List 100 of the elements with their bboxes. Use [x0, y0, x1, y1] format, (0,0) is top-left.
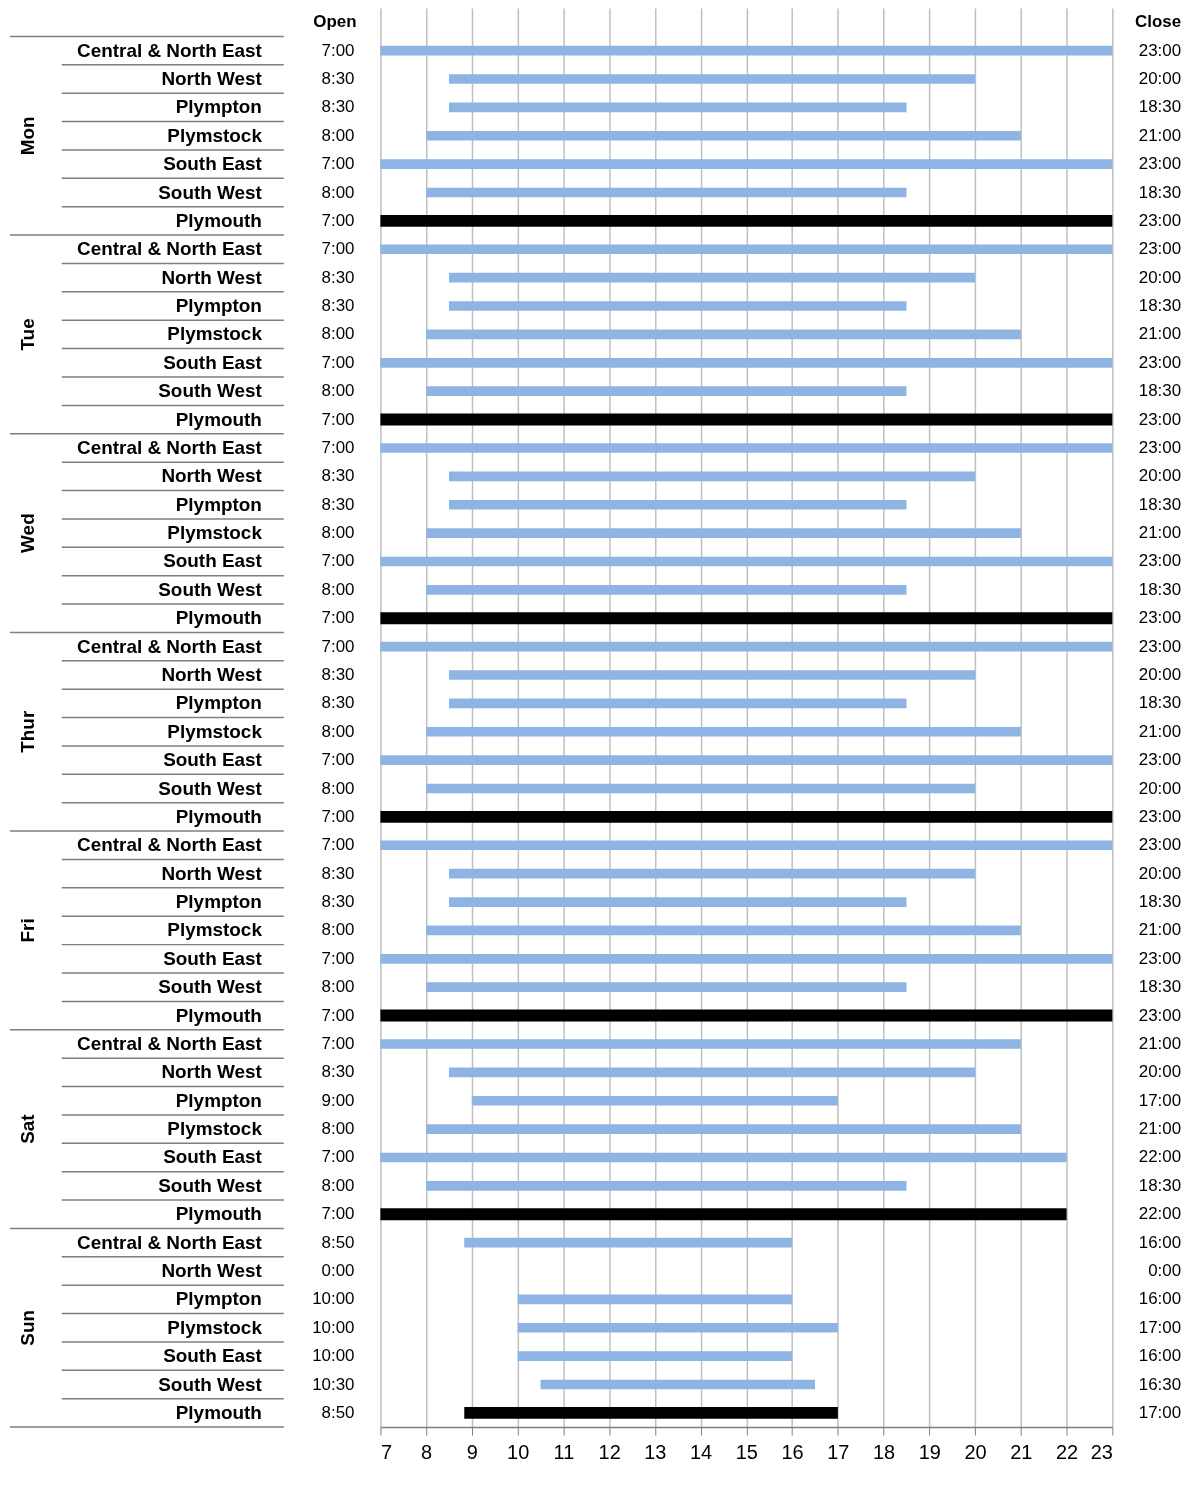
y-tick-label: South West [158, 777, 263, 799]
y-tick-label: Plymouth [175, 607, 262, 629]
x-tick-label: 7 [380, 1441, 392, 1464]
data-label: 20:00 [1138, 778, 1182, 798]
data-label: 23:00 [1138, 239, 1182, 259]
bar [380, 159, 1113, 169]
data-label: 18:30 [1138, 381, 1182, 401]
x-tick-label: 23 [1090, 1441, 1113, 1464]
bar [426, 329, 1021, 340]
text: 8:00 [321, 579, 355, 599]
text: 8:30 [321, 68, 355, 88]
x-tick-label: 18 [873, 1441, 896, 1464]
x-tick-label: 20 [964, 1441, 987, 1464]
bar [380, 413, 1113, 426]
text: 0:00 [1148, 1260, 1182, 1280]
y-tick-label: Central & North East [77, 238, 263, 260]
text: 10:30 [312, 1374, 355, 1394]
bar [426, 1181, 907, 1191]
data-label: 21:00 [1138, 125, 1182, 145]
x-tick-label: 22 [1056, 1441, 1079, 1464]
data-label: 18:30 [1138, 97, 1182, 117]
bar [380, 810, 1113, 823]
y-tick-label: Plymouth [175, 805, 262, 827]
y-tick-label: North West [161, 67, 263, 89]
bar [380, 1208, 1067, 1221]
data-label: 23:00 [1138, 409, 1182, 429]
text: 7:00 [321, 1033, 355, 1053]
data-label: 21:00 [1138, 523, 1182, 543]
y-tick-label: Plymstock [167, 919, 263, 941]
x-tick-label: 19 [918, 1441, 941, 1464]
text: 10:00 [312, 1317, 355, 1337]
bar [464, 1406, 838, 1419]
text: 8:00 [321, 1175, 355, 1195]
bar [380, 214, 1113, 227]
x-tick-label: 10 [507, 1441, 530, 1464]
text: 7:00 [321, 210, 355, 230]
data-label: 23:00 [1138, 806, 1182, 826]
text: 8:00 [321, 721, 355, 741]
y-tick-label: Central & North East [77, 1231, 263, 1253]
data-label: 23:00 [1138, 1005, 1182, 1025]
text: 8:00 [321, 778, 355, 798]
text: 7:00 [321, 352, 355, 372]
bar [380, 612, 1113, 625]
bar [426, 386, 907, 397]
y-tick-label: Central & North East [77, 436, 263, 458]
text: 8:50 [321, 1232, 355, 1252]
bar [464, 1237, 793, 1248]
y-tick-label: Plymouth [175, 408, 262, 430]
text: 7:00 [321, 551, 355, 571]
y-tick-label: North West [161, 862, 263, 884]
y-tick-label: South West [158, 1174, 263, 1196]
x-tick-label: 13 [644, 1441, 667, 1464]
data-label: 20:00 [1138, 863, 1182, 883]
data-label: 20:00 [1138, 1062, 1182, 1082]
bar [426, 1124, 1021, 1134]
y-tick-label: Plympton [175, 96, 262, 118]
text: 7:00 [321, 437, 355, 457]
data-label: 18:30 [1138, 892, 1182, 912]
data-label: 17:00 [1138, 1090, 1182, 1110]
y-tick-label: Plympton [175, 295, 262, 317]
y-tick-label: Plymouth [175, 1401, 262, 1423]
data-label: 23:00 [1138, 40, 1182, 60]
text: Open [313, 12, 357, 32]
data-label: 17:00 [1138, 1317, 1182, 1337]
text: Sat [16, 1113, 38, 1144]
x-tick-label: 11 [553, 1441, 575, 1464]
data-label: 23:00 [1138, 352, 1182, 372]
bar [449, 670, 976, 680]
data-label: 18:30 [1138, 182, 1182, 202]
bar [517, 1351, 793, 1361]
data-label: 23:00 [1138, 437, 1182, 457]
y-tick-label: North West [161, 465, 263, 487]
y-tick-label: North West [161, 1061, 263, 1083]
y-tick-label: Plymstock [167, 124, 263, 146]
y-tick-label: Plympton [175, 891, 262, 913]
text: Thur [16, 710, 38, 753]
y-tick-label: South West [158, 578, 263, 600]
text: 8:50 [321, 1402, 355, 1422]
text: Close [1135, 12, 1182, 32]
y-tick-label: Plymouth [175, 1203, 262, 1225]
data-label: 21:00 [1138, 920, 1182, 940]
text: Sun [16, 1309, 38, 1346]
text: 8:30 [321, 267, 355, 287]
text: 8:30 [321, 863, 355, 883]
text: 7:00 [321, 409, 355, 429]
y-tick-label: North West [161, 266, 263, 288]
data-label: 18:30 [1138, 977, 1182, 997]
data-label: 20:00 [1138, 466, 1182, 486]
y-tick-label: South East [163, 749, 263, 771]
text: 7:00 [321, 806, 355, 826]
bar [426, 982, 907, 993]
bar [426, 528, 1021, 538]
x-tick-label: 16 [781, 1441, 804, 1464]
y-tick-label: South West [158, 380, 263, 402]
bar [380, 953, 1113, 964]
bar [449, 74, 976, 84]
y-tick-label: South East [163, 1345, 263, 1367]
bar [449, 1067, 976, 1078]
x-tick-label: 9 [466, 1441, 478, 1464]
y-tick-label: Plymouth [175, 209, 262, 231]
